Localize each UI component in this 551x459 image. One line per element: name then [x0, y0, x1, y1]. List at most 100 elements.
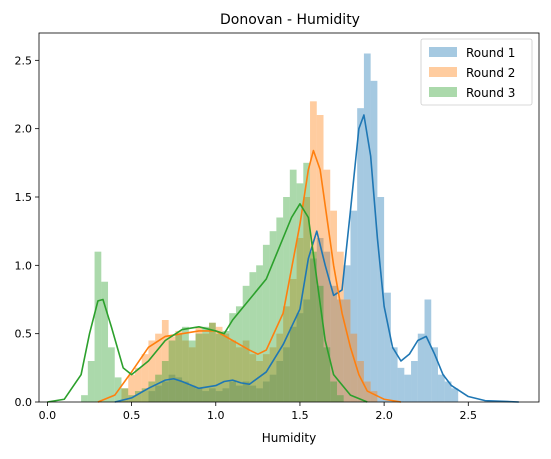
series-1-bar-28 [336, 299, 344, 402]
series-3-bar-4 [108, 347, 115, 402]
series-1-bar-31 [357, 108, 364, 403]
series-2-bar-18 [242, 340, 250, 402]
series-1-bar-25 [316, 238, 324, 402]
plot-frame [38, 32, 540, 403]
legend-swatch-2 [429, 67, 457, 77]
series-2-bar-31 [330, 210, 337, 402]
series-1-bar-30 [350, 210, 358, 402]
y-tick-label-3: 1.5 [15, 191, 33, 204]
series-3-bar-33 [303, 162, 311, 402]
series-3-bar-13 [168, 340, 176, 402]
series-3-bar-27 [262, 244, 270, 402]
series-1-bar-5 [182, 381, 189, 402]
series-2-bar-25 [289, 279, 297, 402]
legend-label-3: Round 3 [466, 86, 515, 100]
series-3-bar-6 [121, 388, 129, 402]
series-2-bar-17 [235, 347, 243, 402]
series-1-bar-44 [444, 381, 452, 402]
series-3-bar-1 [87, 361, 95, 402]
series-3-bar-2 [94, 251, 102, 402]
series-3-bar-24 [242, 285, 250, 402]
series-3-bar-36 [323, 347, 331, 402]
series-1-bar-32 [363, 53, 371, 402]
series-3-bar-31 [289, 169, 297, 402]
series-1-bar-7 [195, 388, 203, 402]
series-3-bar-29 [276, 217, 284, 402]
y-tick-label-2: 1.0 [15, 259, 33, 272]
series-1-bar-34 [377, 197, 385, 402]
series-2-bar-37 [370, 391, 378, 402]
x-tick-label-2: 1.0 [207, 409, 225, 422]
series-1-bar-22 [296, 313, 304, 402]
series-3-bar-19 [209, 322, 216, 402]
y-tick-label-4: 2.0 [15, 123, 33, 136]
series-2-bar-13 [209, 322, 216, 402]
series-2-bar-26 [296, 238, 304, 402]
series-1-bar-37 [397, 367, 405, 402]
series-1-bar-40 [417, 333, 425, 402]
series-1-bar-39 [411, 361, 418, 402]
x-tick-label-4: 2.0 [375, 409, 393, 422]
series-1-bar-20 [283, 347, 290, 402]
series-2-bar-12 [202, 333, 210, 402]
series-1-bar-15 [249, 385, 257, 402]
series-1-bar-10 [215, 391, 223, 402]
series-1-bar-6 [188, 385, 196, 402]
series-2-bar-30 [323, 169, 331, 402]
series-3-bar-10 [148, 381, 156, 402]
series-1-bar-35 [384, 292, 391, 402]
series-1-bar-4 [175, 377, 183, 402]
series-3-bar-12 [161, 361, 169, 402]
series-3-bar-9 [141, 388, 149, 402]
series-2-bar-4 [148, 340, 156, 402]
series-1-bar-45 [451, 388, 459, 402]
series-1-bar-36 [390, 347, 398, 402]
series-3-bar-0 [81, 395, 88, 402]
series-2-bar-14 [215, 326, 223, 402]
series-3-bar-21 [222, 330, 230, 402]
series-1-bar-3 [168, 374, 176, 402]
series-1-bar-16 [256, 388, 263, 402]
series-2-kde-line [97, 149, 402, 403]
x-tick-label-3: 1.5 [291, 409, 309, 422]
x-tick-label-5: 2.5 [460, 409, 478, 422]
legend-swatch-1 [429, 47, 457, 57]
series-2-bar-10 [188, 347, 196, 402]
series-1-bar-33 [370, 80, 378, 402]
series-1-bar-13 [235, 385, 243, 402]
series-2-bar-6 [161, 320, 169, 402]
series-2-bar-20 [256, 361, 263, 402]
series-2-bar-5 [155, 333, 162, 402]
series-3-bar-8 [134, 391, 142, 402]
series-3-bar-23 [235, 306, 243, 402]
y-tick-label-1: 0.5 [15, 328, 33, 341]
legend: Round 1 Round 2 Round 3 [420, 38, 533, 106]
series-1-bar-17 [262, 381, 270, 402]
series-1-bar-11 [222, 388, 230, 402]
series-1-bar-18 [269, 374, 277, 402]
series-1-bar-12 [229, 381, 236, 402]
series-2-bars [121, 101, 378, 402]
series-2-bar-22 [269, 347, 277, 402]
series-2-bar-23 [276, 333, 284, 402]
series-2-bar-2 [134, 367, 142, 402]
series-1-bar-2 [161, 381, 169, 402]
plot-area [47, 53, 519, 403]
series-2-bar-0 [121, 388, 129, 402]
series-2-bar-7 [168, 336, 176, 402]
series-3-bar-18 [202, 326, 210, 402]
x-tick-label-0: 0.0 [39, 409, 57, 422]
series-1-bar-23 [303, 299, 311, 402]
series-3-bar-25 [249, 272, 257, 402]
legend-label-1: Round 1 [466, 46, 515, 60]
series-3-bar-28 [269, 231, 277, 402]
series-1-bar-41 [424, 299, 432, 402]
series-2-bar-8 [175, 330, 183, 402]
series-2-bar-3 [141, 354, 149, 402]
series-1-kde-line [114, 114, 519, 403]
y-tick-label-0: 0.0 [15, 396, 33, 409]
series-3-bar-37 [330, 381, 337, 402]
legend-label-2: Round 2 [466, 66, 515, 80]
series-1-bar-43 [437, 374, 445, 402]
